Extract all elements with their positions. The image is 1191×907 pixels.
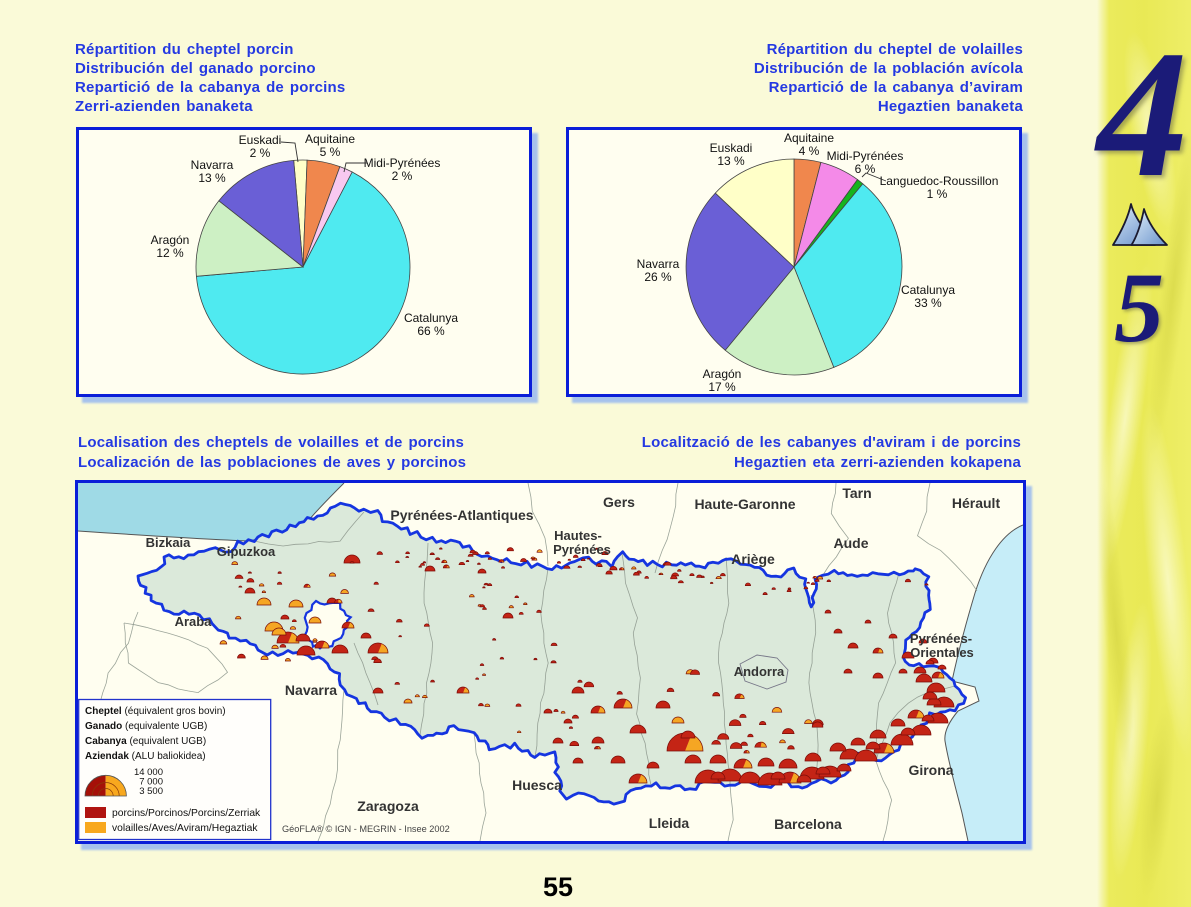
svg-text:Navarra: Navarra	[191, 158, 234, 172]
svg-text:Aziendak (ALU baliokidea): Aziendak (ALU baliokidea)	[85, 751, 206, 762]
svg-text:Tarn: Tarn	[842, 485, 871, 501]
svg-text:7 000: 7 000	[139, 777, 163, 788]
svg-text:2 %: 2 %	[392, 169, 413, 183]
svg-text:Aquitaine: Aquitaine	[784, 131, 834, 145]
svg-text:4 %: 4 %	[799, 144, 820, 158]
svg-text:Aragón: Aragón	[703, 367, 742, 381]
svg-text:3 500: 3 500	[139, 786, 163, 797]
svg-text:Cheptel (équivalent gros bovin: Cheptel (équivalent gros bovin)	[85, 706, 226, 717]
svg-text:porcins/Porcinos/Porcins/Zerri: porcins/Porcinos/Porcins/Zerriak	[112, 808, 261, 819]
svg-text:Navarra: Navarra	[285, 682, 337, 698]
svg-text:12 %: 12 %	[156, 246, 184, 260]
svg-text:Ganado (equivalente UGB): Ganado (equivalente UGB)	[85, 721, 207, 732]
svg-text:Huesca: Huesca	[512, 777, 562, 793]
svg-text:17 %: 17 %	[708, 380, 736, 394]
svg-text:Andorra: Andorra	[734, 664, 785, 679]
svg-text:Pyrénées: Pyrénées	[553, 542, 611, 557]
svg-text:Catalunya: Catalunya	[404, 311, 458, 325]
svg-text:Hérault: Hérault	[952, 495, 1001, 511]
svg-text:Aragón: Aragón	[151, 233, 190, 247]
svg-text:14 000: 14 000	[134, 767, 163, 778]
svg-text:Gers: Gers	[603, 494, 635, 510]
svg-text:1 %: 1 %	[927, 187, 948, 201]
svg-text:Hautes-: Hautes-	[554, 528, 602, 543]
svg-text:33 %: 33 %	[914, 296, 942, 310]
svg-text:Midi-Pyrénées: Midi-Pyrénées	[827, 149, 904, 163]
svg-text:Pyrénées-: Pyrénées-	[910, 631, 972, 646]
svg-text:2 %: 2 %	[250, 146, 271, 160]
svg-text:Navarra: Navarra	[637, 257, 680, 271]
svg-text:26 %: 26 %	[644, 270, 672, 284]
svg-text:Languedoc-Roussillon: Languedoc-Roussillon	[880, 174, 999, 188]
svg-text:Ariège: Ariège	[731, 551, 775, 567]
svg-text:Catalunya: Catalunya	[901, 283, 955, 297]
svg-text:Haute-Garonne: Haute-Garonne	[694, 496, 795, 512]
svg-text:Lleida: Lleida	[649, 815, 690, 831]
svg-text:Euskadi: Euskadi	[239, 133, 282, 147]
svg-text:Aquitaine: Aquitaine	[305, 132, 355, 146]
svg-text:66 %: 66 %	[417, 324, 445, 338]
svg-text:Zaragoza: Zaragoza	[357, 798, 419, 814]
svg-text:13 %: 13 %	[717, 154, 745, 168]
svg-text:13 %: 13 %	[198, 171, 226, 185]
svg-text:Barcelona: Barcelona	[774, 816, 842, 832]
svg-text:GéoFLA® © IGN - MEGRIN - Insee: GéoFLA® © IGN - MEGRIN - Insee 2002	[282, 824, 450, 834]
svg-text:Bizkaia: Bizkaia	[146, 535, 192, 550]
svg-text:Cabanya (equivalent UGB): Cabanya (equivalent UGB)	[85, 736, 206, 747]
svg-text:Araba: Araba	[175, 614, 213, 629]
svg-text:Midi-Pyrénées: Midi-Pyrénées	[364, 156, 441, 170]
svg-text:6 %: 6 %	[855, 162, 876, 176]
svg-text:5 %: 5 %	[320, 145, 341, 159]
svg-text:Orientales: Orientales	[910, 645, 974, 660]
svg-text:Girona: Girona	[908, 762, 953, 778]
svg-text:Aude: Aude	[834, 535, 869, 551]
svg-text:Pyrénées-Atlantiques: Pyrénées-Atlantiques	[390, 507, 533, 523]
svg-text:Gipuzkoa: Gipuzkoa	[217, 544, 276, 559]
svg-text:volailles/Aves/Aviram/Hegaztia: volailles/Aves/Aviram/Hegaztiak	[112, 823, 258, 834]
svg-text:Euskadi: Euskadi	[710, 141, 753, 155]
